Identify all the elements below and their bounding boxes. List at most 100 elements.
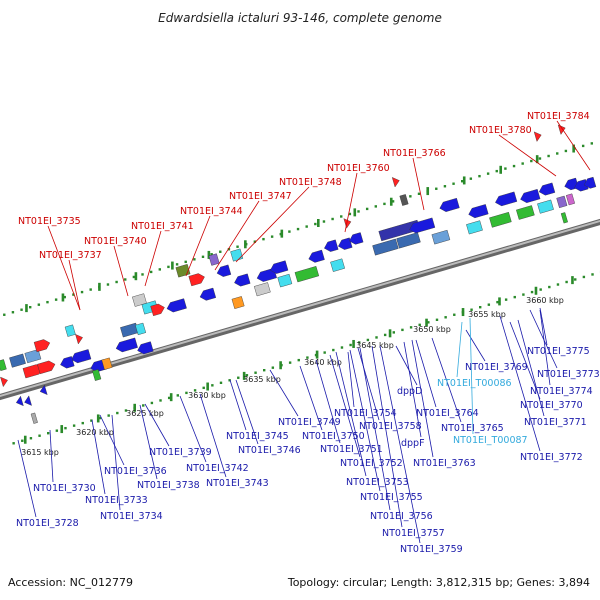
bottom-gene-label: NT01EI_3764: [416, 408, 479, 419]
track-dot: [504, 167, 507, 170]
track-dot: [116, 411, 119, 415]
gene-feature: [9, 353, 26, 368]
track-dot: [581, 144, 585, 148]
track-dot: [254, 371, 257, 374]
bottom-gene-label: NT01EI_3750: [302, 431, 365, 442]
bottom-gene-label: NT01EI_3774: [530, 386, 593, 397]
bottom-leader-line: [395, 345, 418, 386]
gene-feature: [349, 232, 364, 245]
kbp-tick-label: 3620 kbp: [76, 428, 114, 437]
gene-feature: [0, 376, 8, 388]
track-dot: [487, 303, 491, 306]
track-dot: [401, 328, 404, 332]
bottom-gene-label: NT01EI_3746: [238, 445, 301, 456]
bottom-leader-line: [431, 337, 462, 423]
track-tick: [353, 208, 357, 217]
top-leader-line: [235, 186, 310, 263]
top-gene-label: NT01EI_3740: [84, 236, 147, 247]
bottom-leader-line: [111, 414, 121, 511]
track-dot: [556, 283, 560, 286]
track-tick: [534, 286, 538, 295]
track-tick: [171, 261, 174, 270]
top-gene-label: NT01EI_3741: [131, 221, 194, 232]
track-dot: [237, 376, 240, 379]
track-tick: [279, 361, 282, 370]
track-dot: [444, 316, 447, 319]
bottom-gene-label: NT01EI_3739: [149, 447, 212, 458]
track-tick: [242, 371, 246, 380]
track-dot: [21, 439, 24, 442]
bottom-leader-line: [539, 309, 551, 386]
track-tick: [134, 272, 138, 281]
bottom-leader-line: [539, 307, 548, 346]
gene-feature: [516, 205, 535, 220]
bottom-gene-label: NT01EI_3757: [382, 528, 445, 539]
top-gene-label: NT01EI_3760: [327, 163, 390, 174]
track-dot: [253, 240, 257, 243]
gene-feature: [0, 359, 7, 372]
track-dot: [288, 361, 292, 364]
bottom-gene-label: NT01EI_3734: [100, 511, 163, 522]
bottom-leader-line: [17, 439, 37, 518]
track-dot: [141, 273, 144, 276]
bottom-leader-line: [335, 351, 367, 477]
track-dot: [427, 321, 430, 324]
bottom-leader-line: [357, 347, 380, 421]
track-dot: [478, 174, 481, 178]
bottom-leader-line: [139, 404, 158, 480]
top-leader-line: [185, 215, 211, 277]
gene-feature: [39, 384, 48, 396]
bottom-leader-line: [499, 315, 541, 452]
track-dot: [591, 273, 594, 276]
track-dot: [486, 172, 490, 175]
bottom-leader-line: [465, 329, 486, 362]
top-gene-label: NT01EI_3735: [18, 216, 81, 227]
bottom-gene-label: NT01EI_3772: [520, 452, 583, 463]
track-dot: [547, 154, 550, 158]
bottom-leader-line: [415, 339, 437, 408]
track-dot: [375, 336, 378, 339]
track-dot: [513, 295, 516, 299]
track-dot: [219, 250, 222, 253]
track-dot: [348, 212, 352, 216]
track-dot: [288, 230, 291, 233]
bottom-gene-label: NT01EI_3765: [441, 423, 504, 434]
kbp-tick-label: 3645 kbp: [356, 341, 394, 350]
gene-feature: [231, 296, 245, 310]
gene-feature: [396, 232, 421, 249]
track-tick: [133, 403, 136, 412]
track-dot: [521, 162, 524, 165]
track-dot: [365, 207, 369, 211]
top-gene-label: NT01EI_3747: [229, 191, 292, 202]
gene-feature: [520, 188, 541, 203]
top-gene-label: NT01EI_3748: [279, 177, 342, 188]
gene-feature: [565, 193, 576, 206]
kbp-tick-label: 3615 kbp: [21, 448, 59, 457]
gene-feature: [372, 238, 399, 256]
track-dot: [306, 356, 309, 359]
bottom-gene-label: dppF: [401, 438, 425, 449]
track-dot: [512, 164, 516, 168]
bottom-gene-label: NT01EI_3752: [340, 458, 403, 469]
track-dot: [38, 434, 41, 437]
track-dot: [149, 270, 153, 274]
track-dot: [184, 260, 187, 264]
top-gene-label: NT01EI_3784: [527, 111, 590, 122]
track-dot: [142, 404, 145, 407]
track-dot: [331, 217, 334, 221]
track-dot: [582, 275, 586, 279]
bottom-gene-label: NT01EI_3771: [524, 417, 587, 428]
track-tick: [388, 329, 392, 338]
track-dot: [530, 159, 533, 163]
track-dot: [201, 255, 205, 258]
gene-feature: [583, 176, 597, 189]
track-tick: [572, 144, 575, 153]
gene-feature: [24, 395, 32, 406]
track-dot: [193, 258, 196, 261]
track-dot: [150, 401, 154, 405]
track-dot: [158, 268, 161, 271]
gene-feature: [277, 273, 293, 288]
bottom-gene-label: NT01EI_3755: [360, 492, 423, 503]
track-dot: [210, 253, 213, 256]
